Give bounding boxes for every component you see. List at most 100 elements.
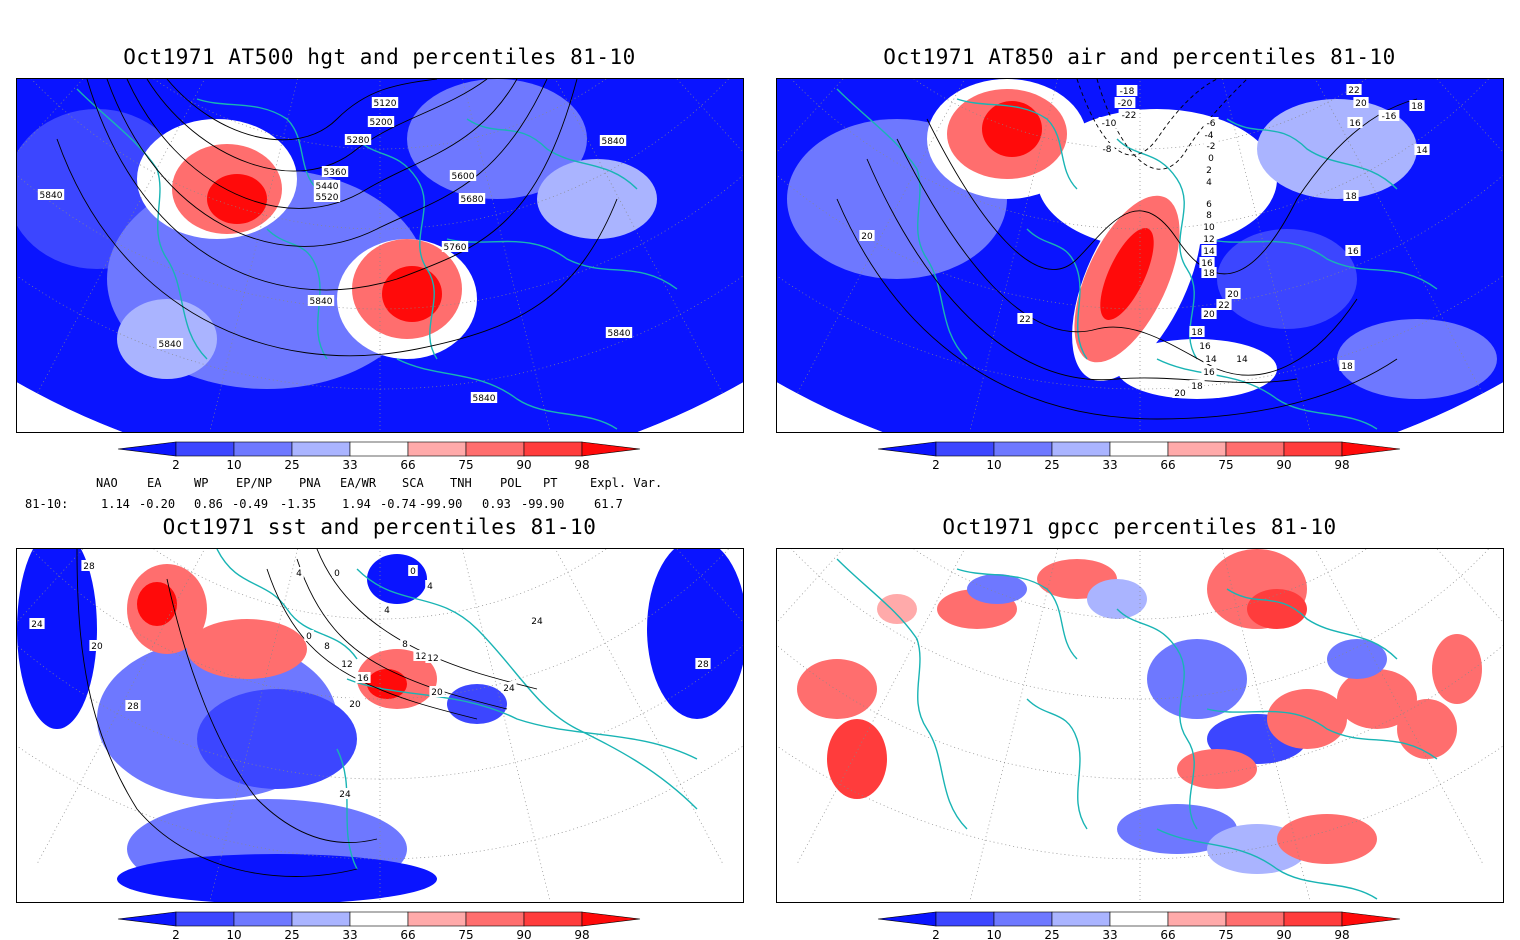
map-panel-sst: 28 24 20 28 24 4 0 0 8 12 16 20 4 8 12 12 20 24 24 28 0 4 (16, 548, 744, 903)
contour-label-box (1201, 267, 1217, 278)
colorbar-tick-label: 98 (574, 458, 589, 470)
anomaly-region (1327, 639, 1387, 679)
anomaly-region (1277, 814, 1377, 864)
index-value-sca: -0.74 (380, 497, 417, 511)
colorbar-tick-label: 90 (1276, 928, 1291, 940)
colorbar-bin (523, 441, 583, 457)
contour-label-box (313, 191, 341, 202)
contour-label-box (332, 567, 342, 578)
contour-label-box (382, 604, 392, 615)
contour-label-box (1201, 366, 1217, 377)
contour-label-box (1353, 97, 1369, 108)
colorbar-tick-label: 10 (226, 458, 241, 470)
colorbar-bin (175, 911, 235, 927)
contour-label: 20 (1355, 99, 1367, 109)
contour-label-box (339, 658, 355, 669)
index-header-sca: SCA (402, 476, 424, 490)
colorbar-arrow-low (877, 911, 937, 927)
contour-label: -2 (1207, 142, 1216, 152)
contour-label-box (1114, 97, 1136, 108)
anomaly-region (1087, 579, 1147, 619)
contour-label: 5200 (370, 118, 393, 128)
colorbar-bin (1283, 441, 1343, 457)
index-value-eawr: 1.94 (342, 497, 371, 511)
contour-label: 5520 (316, 193, 339, 203)
contour-label-box (156, 338, 184, 349)
contour-label-box (1414, 144, 1430, 155)
colorbar-tick-label: 75 (1218, 928, 1233, 940)
colorbar-tick-label: 2 (172, 458, 180, 470)
contour-label-box (599, 135, 627, 146)
contour-label: 20 (861, 232, 873, 242)
contour-label-box (1204, 176, 1214, 187)
coastline (1156, 358, 1378, 430)
index-header-pt: PT (543, 476, 558, 490)
anomaly-region (1147, 639, 1247, 719)
contour-label: 16 (357, 674, 369, 684)
contour-label-box (408, 565, 418, 576)
colorbar-tick-label: 90 (516, 458, 531, 470)
index-value-epnp: -0.49 (232, 497, 269, 511)
index-value-pt: -99.90 (521, 497, 565, 511)
index-header-wp: WP (194, 476, 209, 490)
contour-label: -22 (1122, 111, 1137, 121)
anomaly-region (197, 689, 357, 789)
contour-label-box (307, 295, 335, 306)
anomaly-region (187, 619, 307, 679)
contour-label: 14 (1205, 355, 1217, 365)
colorbar-top-right: 2 10 25 33 66 75 90 98 (877, 441, 1401, 470)
contour-label-box (1197, 340, 1213, 351)
anomaly-region (1117, 804, 1237, 854)
coastline (466, 118, 638, 190)
colorbar-arrow-low (117, 911, 177, 927)
contour-label-box (1172, 387, 1188, 398)
contour-label-box (1204, 198, 1214, 209)
index-value-ea: -0.20 (139, 497, 176, 511)
colorbar-bin (465, 911, 525, 927)
anomaly-region (982, 101, 1042, 157)
contour-label-box (605, 327, 633, 338)
contour-label: 14 (1416, 146, 1428, 156)
contour-label-box (1201, 308, 1217, 319)
colorbar-tick-label: 25 (1044, 928, 1059, 940)
index-value-pna: -1.35 (280, 497, 317, 511)
colorbar-tick-label: 75 (458, 458, 473, 470)
colorbar-bin (1225, 911, 1285, 927)
anomaly-region (1337, 669, 1417, 729)
contour-label: 5840 (608, 329, 631, 339)
contour-label: 0 (410, 567, 416, 577)
colorbar-bin (465, 441, 525, 457)
colorbar-bin (935, 911, 995, 927)
contour-label: 18 (1345, 192, 1357, 202)
contour-label-box (37, 189, 65, 200)
contour-label: 18 (1191, 382, 1203, 392)
contour-label: 0 (1208, 154, 1214, 164)
contour-label: 18 (1191, 328, 1203, 338)
contour-label: 4 (1206, 178, 1212, 188)
coastline (836, 88, 968, 360)
contour-label-box (1378, 110, 1400, 121)
contour-label: 28 (697, 660, 709, 670)
contour-label-box (321, 166, 349, 177)
coastline (956, 568, 1078, 660)
contour-label: -4 (1205, 131, 1214, 141)
contour-label-box (425, 580, 435, 591)
contour-label: 12 (341, 660, 352, 670)
contour-line (896, 138, 1358, 376)
coastline (956, 98, 1078, 190)
contour-label-box (695, 658, 711, 669)
contour-label: -10 (1102, 119, 1117, 129)
contour-label: 24 (503, 684, 515, 694)
index-values-row: 81-10: 1.14 -0.20 0.86 -0.49 -1.35 1.94 … (0, 497, 700, 513)
contour-label: -18 (1120, 87, 1135, 97)
contour-label-box (1201, 245, 1217, 256)
colorbar-tick-label: 75 (458, 928, 473, 940)
contour-label: 12 (415, 652, 426, 662)
contour-label: 4 (296, 569, 302, 579)
contour-label-box (1225, 288, 1241, 299)
contour-label: 20 (1227, 290, 1239, 300)
contour-label-box (458, 193, 486, 204)
contour-line (166, 79, 438, 141)
colorbar-bin (349, 911, 409, 927)
